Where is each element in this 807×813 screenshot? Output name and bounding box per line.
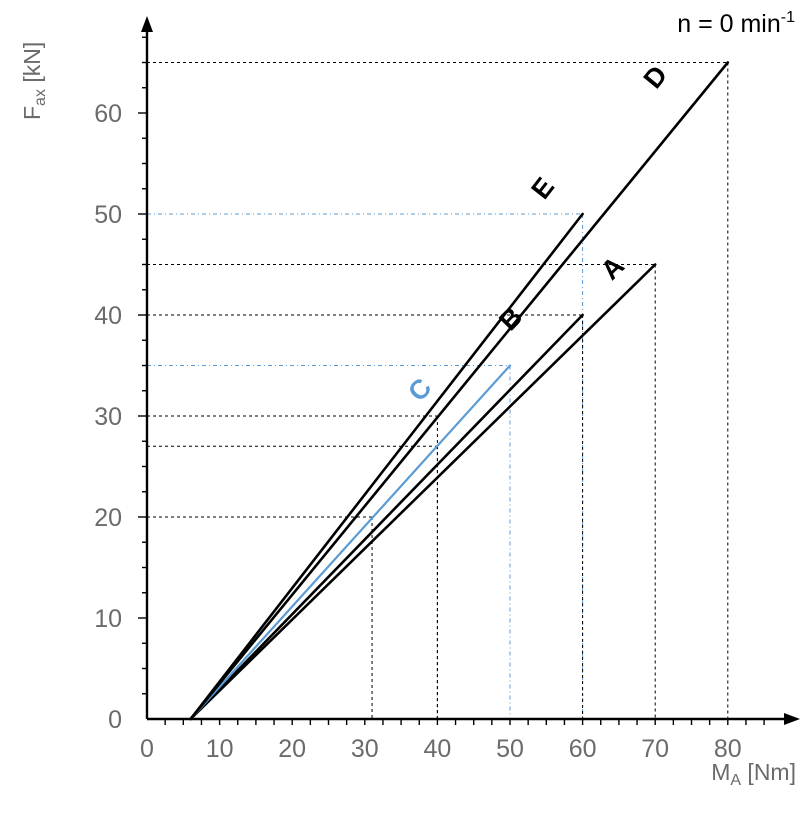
reference-lines [147,62,729,719]
speed-annotation: n = 0 min-1 [677,9,795,38]
x-tick-label: 20 [278,735,306,763]
x-axis-title: MA [Nm] [711,759,796,789]
ticks: 0 10 20 30 40 50 60 70 80 0 10 20 30 40 50 60 [94,36,765,763]
x-tick-label: 10 [206,735,234,763]
y-tick-label: 0 [108,706,122,734]
x-tick-label: 80 [714,735,742,763]
series-label-b: B [493,301,528,336]
series-line-b [189,313,584,721]
x-tick-label: 30 [351,735,379,763]
series-line-c [189,364,512,721]
series-line-e [189,212,584,721]
y-tick-label: 30 [94,403,122,431]
y-tick-label: 50 [94,201,122,229]
y-axis-arrow [141,16,153,32]
y-axis-title: Fax [kN] [19,42,49,120]
x-axis-arrow [784,713,800,725]
x-tick-label: 0 [140,735,154,763]
y-tick-label: 10 [94,605,122,633]
series-line-d [189,61,730,721]
x-tick-label: 50 [496,735,524,763]
series-label-a: A [595,251,630,286]
series-label-e: E [525,172,560,205]
x-tick-label: 70 [641,735,669,763]
series-label-d: D [638,60,674,94]
y-tick-label: 60 [94,100,122,128]
y-tick-label: 20 [94,504,122,532]
axes [141,16,800,725]
series-lines [189,61,730,721]
series-labels: A B C D E [402,60,673,407]
y-tick-label: 40 [94,302,122,330]
x-tick-label: 40 [423,735,451,763]
x-tick-label: 60 [569,735,597,763]
series-label-c: C [402,372,437,407]
series-line-a [189,263,657,721]
